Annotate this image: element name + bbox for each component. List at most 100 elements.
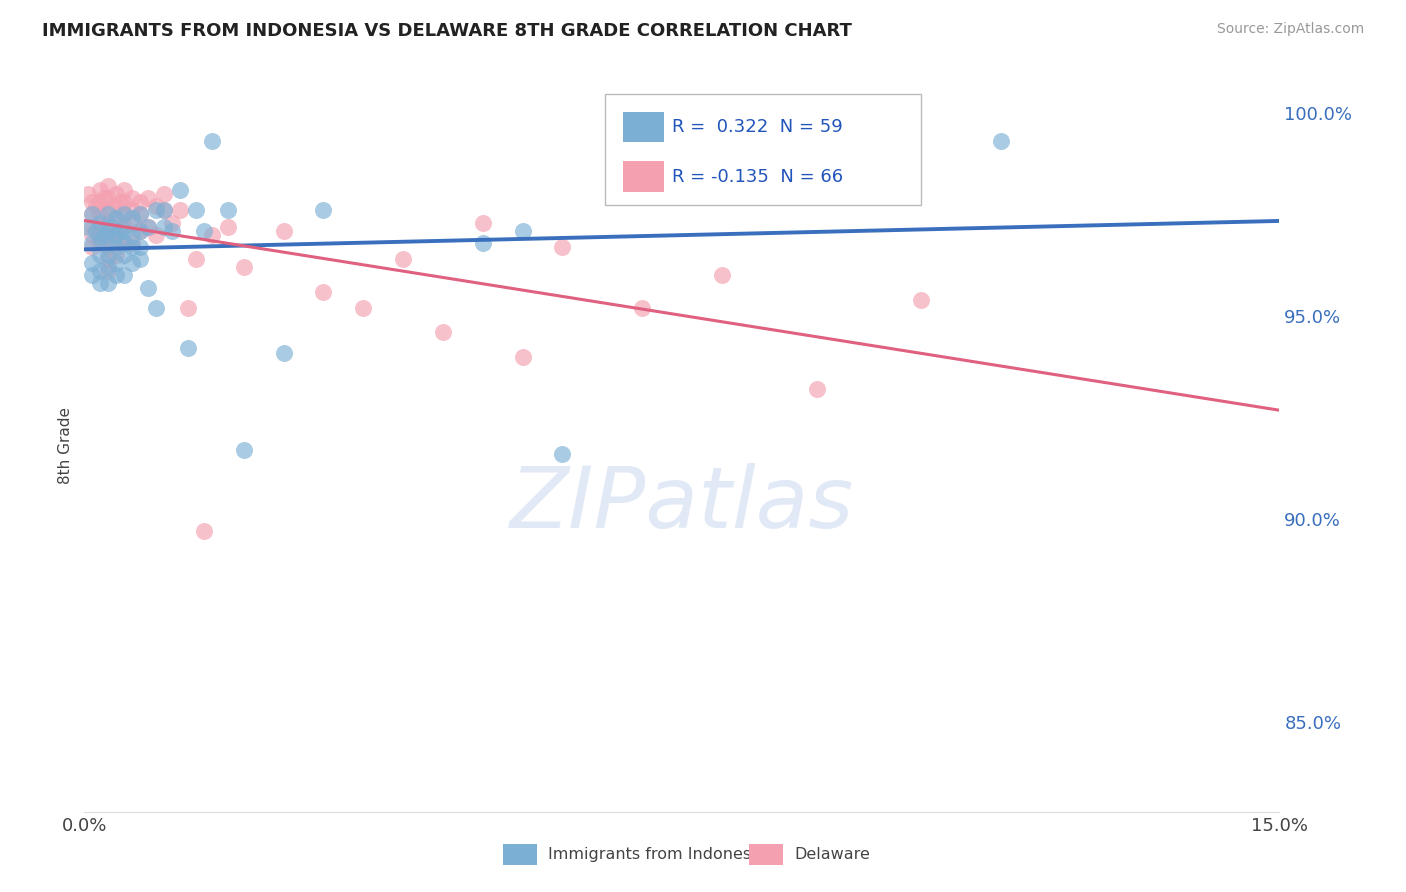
Point <box>82 235 104 250</box>
Point <box>112 183 135 197</box>
Point <box>121 203 143 218</box>
Point <box>121 240 143 254</box>
Point <box>145 301 167 315</box>
Text: Delaware: Delaware <box>794 847 870 862</box>
Point <box>121 191 143 205</box>
Point <box>105 199 128 213</box>
Point <box>806 382 828 396</box>
Point <box>82 207 104 221</box>
Point <box>105 235 128 250</box>
Point <box>97 191 120 205</box>
Point <box>82 227 104 242</box>
Point <box>910 293 932 307</box>
Point <box>89 248 111 262</box>
Point <box>990 134 1012 148</box>
Point <box>129 224 152 238</box>
Point <box>392 252 415 266</box>
Point <box>177 301 200 315</box>
Text: Immigrants from Indonesia: Immigrants from Indonesia <box>548 847 766 862</box>
Point <box>97 203 120 218</box>
Point <box>201 227 224 242</box>
Point <box>112 207 135 221</box>
Point <box>89 277 111 291</box>
Point <box>169 203 191 218</box>
Point <box>93 191 115 205</box>
Point <box>193 524 215 539</box>
Point <box>97 240 120 254</box>
Point <box>112 219 135 234</box>
Point <box>184 203 207 218</box>
Point <box>82 256 104 270</box>
Point <box>153 203 176 218</box>
Point <box>160 224 183 238</box>
Point <box>97 264 120 278</box>
Text: ZIPatlas: ZIPatlas <box>510 463 853 546</box>
Point <box>551 240 574 254</box>
Point <box>145 203 167 218</box>
Point <box>97 215 120 229</box>
Point <box>121 211 143 226</box>
Point <box>112 235 135 250</box>
Point <box>105 248 128 262</box>
Point <box>97 178 120 193</box>
Y-axis label: 8th Grade: 8th Grade <box>58 408 73 484</box>
Point <box>145 199 167 213</box>
Point <box>136 280 159 294</box>
Text: IMMIGRANTS FROM INDONESIA VS DELAWARE 8TH GRADE CORRELATION CHART: IMMIGRANTS FROM INDONESIA VS DELAWARE 8T… <box>42 22 852 40</box>
Point <box>82 240 104 254</box>
Point <box>97 277 120 291</box>
Point <box>86 224 108 238</box>
Point <box>631 301 654 315</box>
Point <box>112 235 135 250</box>
Point <box>82 219 104 234</box>
Point <box>710 268 733 283</box>
Point <box>136 191 159 205</box>
Point <box>129 224 152 238</box>
Point <box>129 207 152 221</box>
Point <box>97 227 120 242</box>
Point <box>551 447 574 461</box>
Point <box>184 252 207 266</box>
Point <box>273 224 295 238</box>
Point <box>97 207 120 221</box>
Point <box>136 219 159 234</box>
Point <box>352 301 374 315</box>
Point <box>790 170 813 185</box>
Point <box>471 235 494 250</box>
Point <box>105 224 128 238</box>
Point <box>312 285 335 299</box>
Point <box>232 443 254 458</box>
Point <box>110 195 132 210</box>
Point <box>105 240 128 254</box>
Point <box>201 134 224 148</box>
Point <box>129 252 152 266</box>
Point <box>97 224 120 238</box>
Point <box>110 224 132 238</box>
Point <box>105 211 128 226</box>
Point <box>89 232 111 246</box>
Point <box>193 224 215 238</box>
Point <box>93 227 115 242</box>
Point <box>112 195 135 210</box>
Point <box>512 224 534 238</box>
Point <box>121 215 143 229</box>
Point <box>97 235 120 250</box>
Point <box>105 268 128 283</box>
Point <box>89 195 111 210</box>
Point <box>217 203 239 218</box>
Text: R = -0.135  N = 66: R = -0.135 N = 66 <box>672 168 844 186</box>
Point <box>112 248 135 262</box>
Point <box>82 195 104 210</box>
Point <box>121 256 143 270</box>
Point <box>97 260 120 275</box>
Point <box>82 207 104 221</box>
Point <box>129 240 152 254</box>
Point <box>312 203 335 218</box>
Point <box>105 211 128 226</box>
Point <box>97 252 120 266</box>
Text: Source: ZipAtlas.com: Source: ZipAtlas.com <box>1216 22 1364 37</box>
Point <box>512 350 534 364</box>
Point <box>160 215 183 229</box>
Point <box>77 219 100 234</box>
Point <box>89 235 111 250</box>
